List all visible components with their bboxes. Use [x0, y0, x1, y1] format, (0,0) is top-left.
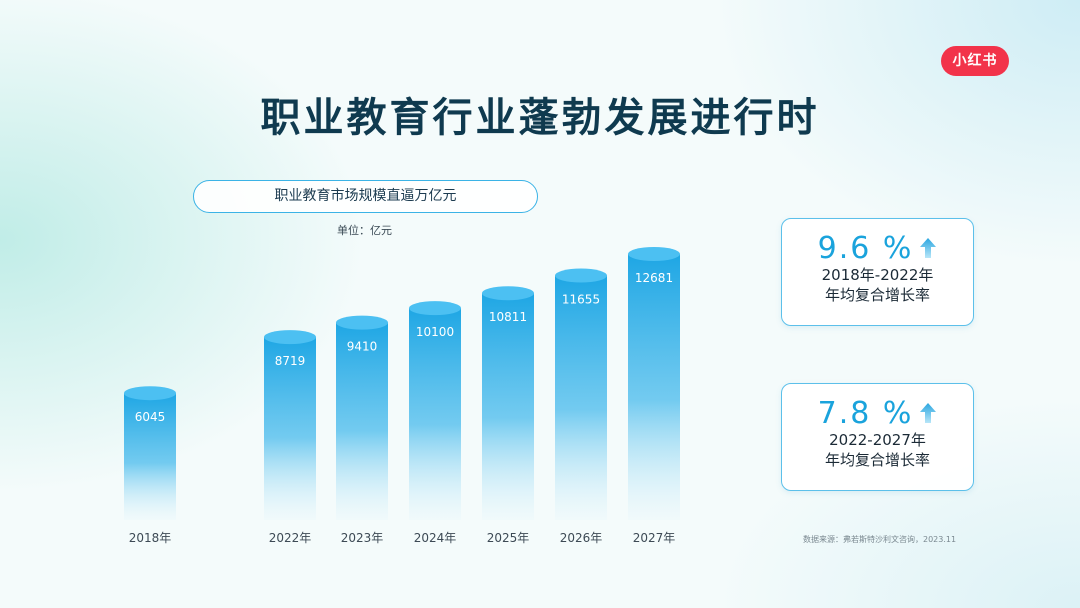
bar-cap — [264, 330, 316, 345]
x-tick-label: 2026年 — [560, 531, 603, 545]
growth-rate: 9.6 % — [817, 230, 914, 266]
bar-2018年 — [124, 393, 176, 520]
chart-title: 职业教育市场规模直逼万亿元 — [193, 180, 538, 213]
growth-period: 2022-2027年 — [829, 431, 926, 449]
data-label: 10100 — [416, 325, 454, 339]
x-tick-label: 2022年 — [269, 531, 312, 545]
growth-rate: 7.8 % — [817, 395, 914, 431]
bar-2025年 — [482, 293, 534, 520]
up-arrow-icon — [920, 403, 937, 423]
brand-logo: 小红书 — [941, 46, 1009, 76]
data-label: 10811 — [489, 310, 527, 324]
data-label: 12681 — [635, 271, 673, 285]
bar-2026年 — [555, 275, 607, 520]
bar-2024年 — [409, 308, 461, 520]
bar-2027年 — [628, 254, 680, 520]
page-title: 职业教育行业蓬勃发展进行时 — [260, 95, 820, 141]
x-tick-label: 2023年 — [341, 531, 384, 545]
bar-cap — [336, 315, 388, 330]
growth-card-2018-2022: 9.6 % 2018年-2022年 年均复合增长率 — [781, 218, 974, 326]
x-tick-label: 2018年 — [129, 531, 172, 545]
bar-cap — [482, 286, 534, 301]
data-label: 11655 — [562, 293, 600, 307]
bar-cap — [124, 386, 176, 401]
x-tick-label: 2027年 — [633, 531, 676, 545]
growth-label: 年均复合增长率 — [824, 451, 930, 469]
bar-2023年 — [336, 322, 388, 520]
x-tick-label: 2025年 — [487, 531, 530, 545]
data-source: 数据来源：弗若斯特沙利文咨询，2023.11 — [803, 535, 957, 544]
data-label: 6045 — [135, 410, 166, 424]
bar-cap — [555, 268, 607, 283]
data-label: 9410 — [347, 340, 378, 354]
chart-unit: 单位：亿元 — [337, 224, 392, 237]
growth-label: 年均复合增长率 — [824, 286, 930, 304]
bar-cap — [409, 301, 461, 316]
x-tick-label: 2024年 — [414, 531, 457, 545]
data-label: 8719 — [275, 354, 306, 368]
bar-cap — [628, 247, 680, 261]
growth-card-2022-2027: 7.8 % 2022-2027年 年均复合增长率 — [781, 383, 974, 491]
up-arrow-icon — [920, 238, 937, 258]
growth-period: 2018年-2022年 — [821, 266, 934, 284]
bar-2022年 — [264, 337, 316, 520]
